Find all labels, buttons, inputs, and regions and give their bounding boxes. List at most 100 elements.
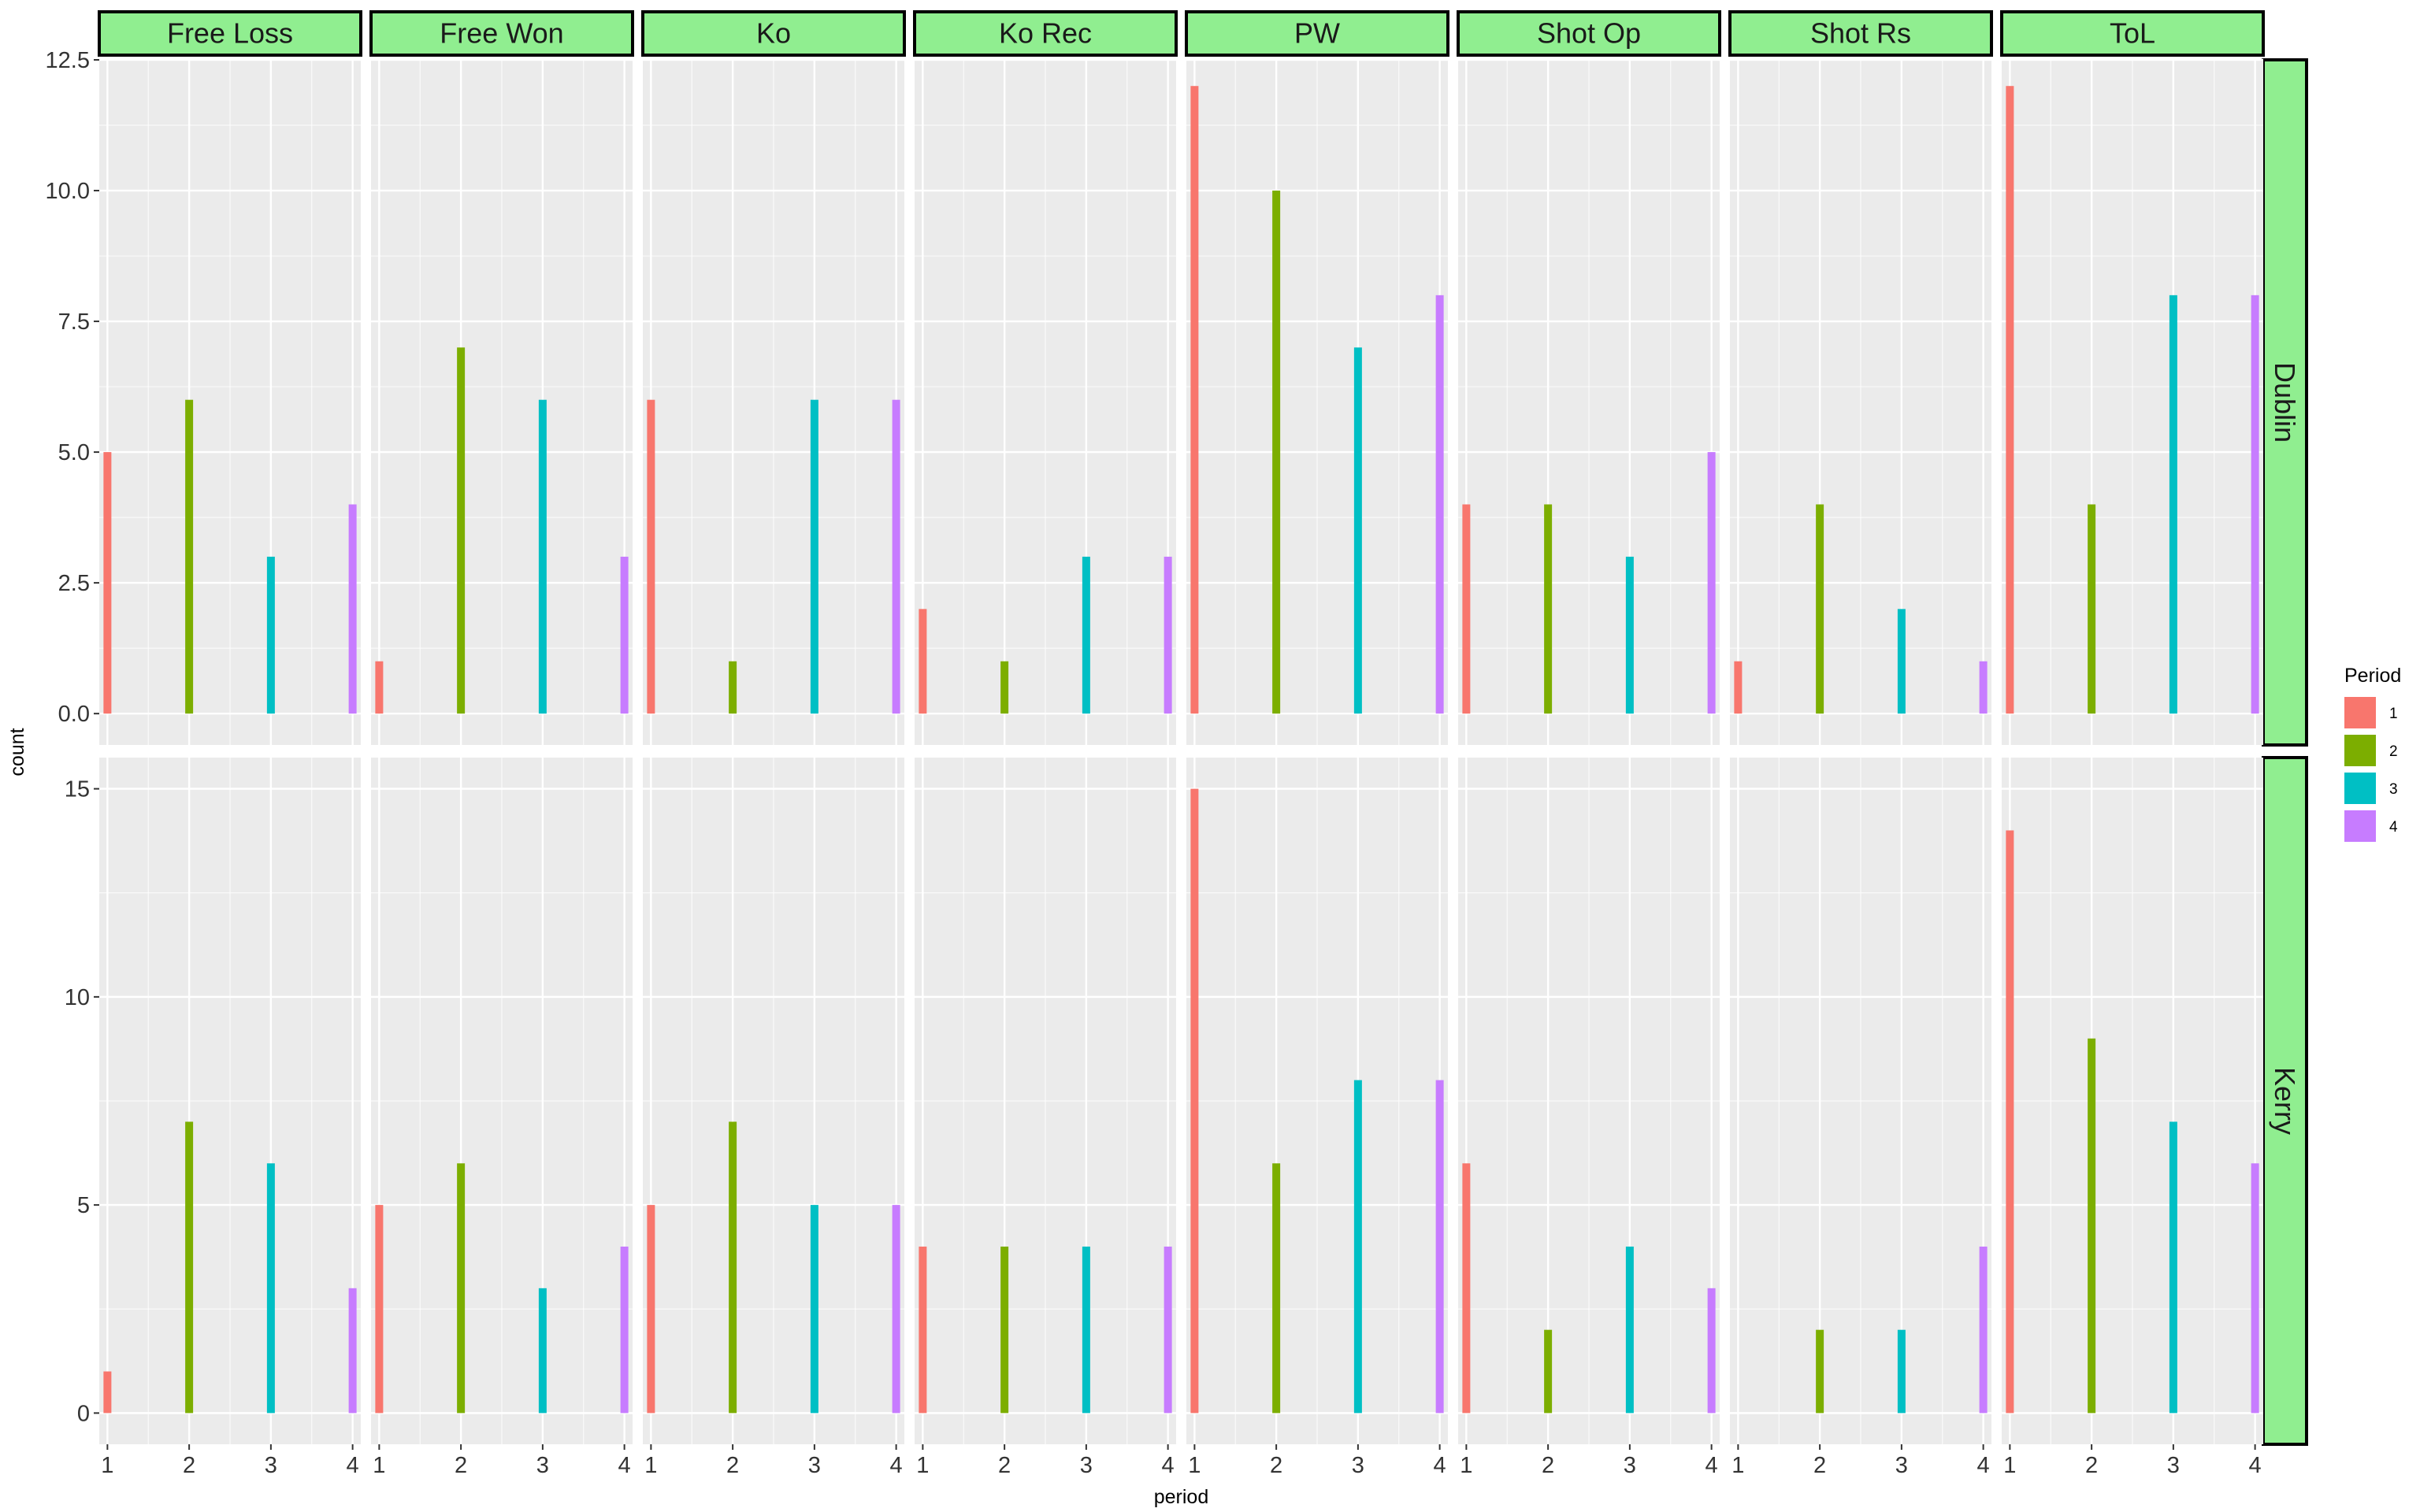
bar-dublin-pw-period-2 xyxy=(1272,191,1281,714)
y-tick-label: 5 xyxy=(77,1193,90,1218)
bar-kerry-ko-period-3 xyxy=(810,1205,818,1414)
strip-kerry xyxy=(2262,756,2308,1446)
bar-dublin-ko-rec-period-1 xyxy=(919,609,927,714)
bar-dublin-pw-period-4 xyxy=(1435,295,1444,714)
legend-key-4 xyxy=(2344,810,2376,842)
x-tick-label: 4 xyxy=(1977,1453,1990,1478)
strip-label-pw: PW xyxy=(1294,17,1340,50)
legend-key-3 xyxy=(2344,773,2376,804)
x-tick-label: 3 xyxy=(1895,1453,1908,1478)
strip-label-ko-rec: Ko Rec xyxy=(999,17,1092,50)
strip-label-shot-op: Shot Op xyxy=(1537,17,1641,50)
strip-label-ko: Ko xyxy=(756,17,791,50)
x-tick-label: 2 xyxy=(455,1453,467,1478)
strip-tol xyxy=(2000,10,2265,57)
bar-dublin-free-loss-period-2 xyxy=(185,399,194,714)
strip-pw xyxy=(1185,10,1449,57)
bar-dublin-shot-op-period-2 xyxy=(1544,504,1553,714)
bar-kerry-free-won-period-3 xyxy=(538,1288,547,1414)
x-tick-label: 1 xyxy=(101,1453,113,1478)
x-axis-title: period xyxy=(1154,1486,1209,1508)
bar-kerry-free-won-period-4 xyxy=(620,1246,629,1414)
x-tick-label: 4 xyxy=(1706,1453,1718,1478)
x-tick-label: 2 xyxy=(726,1453,739,1478)
x-tick-label: 3 xyxy=(808,1453,821,1478)
bar-dublin-pw-period-1 xyxy=(1190,86,1199,714)
bar-kerry-free-won-period-1 xyxy=(375,1205,384,1414)
bar-kerry-free-won-period-2 xyxy=(457,1163,466,1414)
strip-free-won xyxy=(369,10,634,57)
legend-label-4: 4 xyxy=(2389,819,2398,836)
bar-kerry-ko-rec-period-1 xyxy=(919,1246,927,1414)
x-tick-label: 3 xyxy=(536,1453,549,1478)
y-tick-label: 2.5 xyxy=(58,571,90,596)
bar-kerry-free-loss-period-1 xyxy=(103,1371,112,1414)
bar-dublin-free-won-period-4 xyxy=(620,556,629,714)
bar-dublin-free-loss-period-3 xyxy=(266,556,275,714)
bar-kerry-shot-rs-period-2 xyxy=(1816,1329,1824,1414)
bar-dublin-free-loss-period-4 xyxy=(348,504,357,714)
x-tick-label: 2 xyxy=(183,1453,195,1478)
bar-dublin-ko-period-1 xyxy=(647,399,655,714)
x-tick-label: 3 xyxy=(1080,1453,1093,1478)
bar-kerry-shot-op-period-3 xyxy=(1625,1246,1634,1414)
bar-kerry-free-loss-period-3 xyxy=(266,1163,275,1414)
y-tick-label: 15 xyxy=(65,777,90,802)
x-tick-label: 4 xyxy=(1434,1453,1446,1478)
bar-kerry-ko-rec-period-3 xyxy=(1082,1246,1090,1414)
x-tick-label: 1 xyxy=(2003,1453,2016,1478)
bar-kerry-ko-period-1 xyxy=(647,1205,655,1414)
x-tick-label: 1 xyxy=(373,1453,385,1478)
bar-kerry-pw-period-2 xyxy=(1272,1163,1281,1414)
bar-kerry-ko-period-2 xyxy=(729,1121,737,1414)
bar-dublin-shot-op-period-1 xyxy=(1462,504,1471,714)
bar-kerry-tol-period-1 xyxy=(2006,830,2014,1414)
legend-label-2: 2 xyxy=(2389,743,2398,760)
bar-dublin-shot-op-period-4 xyxy=(1707,452,1716,714)
x-tick-label: 2 xyxy=(1270,1453,1282,1478)
legend-label-3: 3 xyxy=(2389,781,2398,798)
bar-dublin-tol-period-1 xyxy=(2006,86,2014,714)
y-tick-label: 0.0 xyxy=(58,702,90,727)
strip-label-shot-rs: Shot Rs xyxy=(1810,17,1911,50)
y-tick-label: 10 xyxy=(65,985,90,1010)
strip-free-loss xyxy=(98,10,362,57)
y-axis-title: count xyxy=(6,728,28,776)
bar-dublin-ko-period-2 xyxy=(729,661,737,714)
bar-dublin-shot-rs-period-3 xyxy=(1897,609,1906,714)
x-tick-label: 1 xyxy=(1188,1453,1201,1478)
bar-kerry-ko-rec-period-2 xyxy=(1000,1246,1009,1414)
strip-label-free-loss: Free Loss xyxy=(167,17,293,50)
x-tick-label: 2 xyxy=(998,1453,1011,1478)
x-tick-label: 4 xyxy=(2249,1453,2262,1478)
legend-key-2 xyxy=(2344,735,2376,766)
bar-dublin-ko-rec-period-3 xyxy=(1082,556,1090,714)
bar-dublin-shot-rs-period-1 xyxy=(1734,661,1743,714)
x-tick-label: 3 xyxy=(1624,1453,1636,1478)
x-tick-label: 4 xyxy=(347,1453,359,1478)
strip-shot-rs xyxy=(1728,10,1993,57)
y-tick-label: 10.0 xyxy=(46,179,90,204)
bar-kerry-tol-period-3 xyxy=(2169,1121,2177,1414)
bar-kerry-tol-period-4 xyxy=(2251,1163,2259,1414)
legend-key-1 xyxy=(2344,697,2376,728)
bar-kerry-pw-period-3 xyxy=(1353,1080,1362,1414)
x-tick-label: 1 xyxy=(1460,1453,1472,1478)
strip-shot-op xyxy=(1457,10,1721,57)
y-tick-label: 5.0 xyxy=(58,440,90,465)
x-tick-label: 1 xyxy=(644,1453,657,1478)
bar-dublin-shot-op-period-3 xyxy=(1625,556,1634,714)
bar-dublin-pw-period-3 xyxy=(1353,347,1362,714)
bar-dublin-free-loss-period-1 xyxy=(103,452,112,714)
bar-dublin-free-won-period-1 xyxy=(375,661,384,714)
bar-dublin-ko-period-4 xyxy=(892,399,900,714)
bar-kerry-tol-period-2 xyxy=(2088,1038,2096,1414)
y-tick-label: 7.5 xyxy=(58,309,90,335)
bar-dublin-tol-period-4 xyxy=(2251,295,2259,714)
bar-dublin-tol-period-3 xyxy=(2169,295,2177,714)
strip-label-dublin: Dublin xyxy=(2269,362,2301,443)
x-tick-label: 3 xyxy=(2167,1453,2180,1478)
bar-kerry-ko-period-4 xyxy=(892,1205,900,1414)
bar-dublin-free-won-period-3 xyxy=(538,399,547,714)
